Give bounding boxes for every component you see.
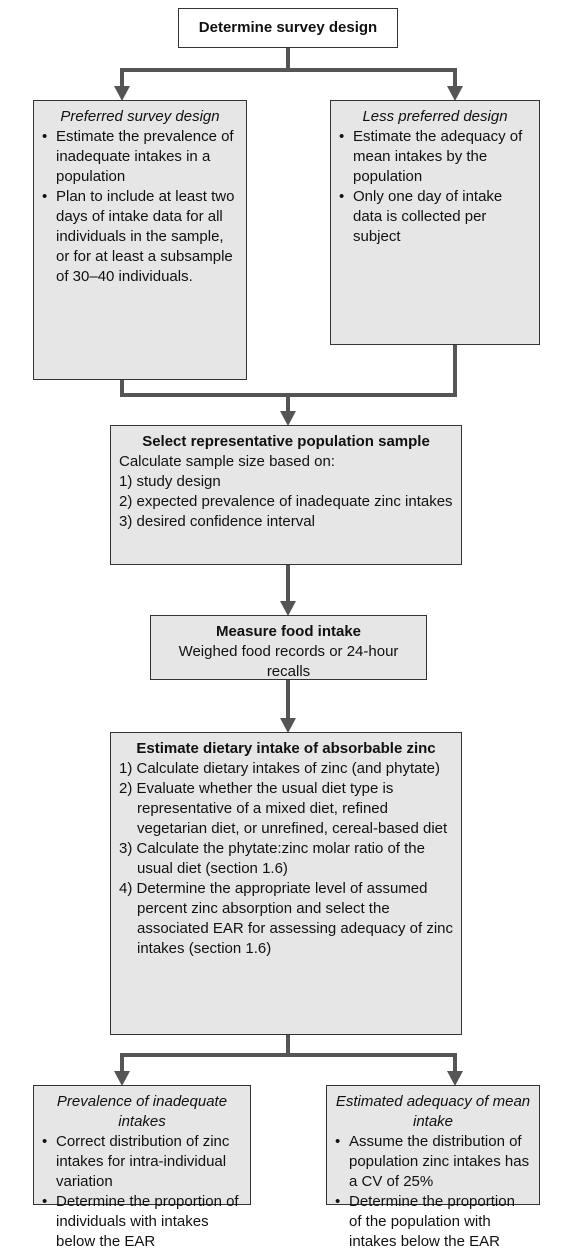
page: {"nodes": [ {"title": "Determine survey … <box>0 0 575 1213</box>
numbered-list: 1) study design 2) expected prevalence of… <box>119 472 453 532</box>
bullet-item: Plan to include at least two days of int… <box>42 187 238 287</box>
numbered-item: 3) Calculate the phytate:zinc molar rati… <box>119 840 425 877</box>
arrowhead <box>447 1071 463 1086</box>
arrowhead <box>114 86 130 101</box>
numbered-list: 1) Calculate dietary intakes of zinc (an… <box>119 759 453 959</box>
connectors <box>114 48 463 1086</box>
bullet-item: Estimate the adequacy of mean intakes by… <box>339 127 531 187</box>
numbered-item: 2) Evaluate whether the usual diet type … <box>119 780 448 837</box>
flow-box: Less preferred design Estimate the adequa… <box>330 100 540 345</box>
box-title: Less preferred design <box>362 108 508 125</box>
arrowhead <box>280 411 296 426</box>
arrowhead <box>280 718 296 733</box>
box-title: Estimated adequacy of mean intake <box>335 1093 531 1130</box>
bullet-list: Assume the distribution of population zi… <box>335 1132 531 1252</box>
bullet-item: Determine the proportion of individuals … <box>42 1192 242 1252</box>
bullet-item: Correct distribution of zinc intakes for… <box>42 1132 242 1192</box>
numbered-item: 4) Determine the appropriate level of as… <box>119 880 454 957</box>
flow-box: Prevalence of inadequate intakesCorrect … <box>33 1085 251 1250</box>
box-title: Select representative population sample <box>142 433 430 450</box>
numbered-item: 1) Calculate dietary intakes of zinc (an… <box>119 760 440 777</box>
bullet-list: Estimate the adequacy of mean intakes by… <box>339 127 531 247</box>
box-text: Weighed food records or 24-hour recalls <box>178 643 399 680</box>
flow-box: Measure food intake Weighed food records … <box>150 615 427 680</box>
box-title: Measure food intake <box>215 623 362 640</box>
box-text: Calculate sample size based on: <box>119 453 335 470</box>
box-title: Estimate dietary intake of absorbable zi… <box>136 740 436 757</box>
flow-box: Determine survey design <box>178 8 398 48</box>
box-title: Prevalence of inadequate intakes <box>56 1093 228 1130</box>
numbered-item: 2) expected prevalence of inadequate zin… <box>119 493 453 510</box>
arrowhead <box>114 1071 130 1086</box>
bullet-item: Determine the proportion of the populati… <box>335 1192 531 1252</box>
bullet-item: Estimate the prevalence of inadequate in… <box>42 127 238 187</box>
arrowheads <box>114 86 463 1086</box>
bullet-list: Correct distribution of zinc intakes for… <box>42 1132 242 1252</box>
box-title: Determine survey design <box>198 19 378 36</box>
flow-box: Preferred survey design Estimate the prev… <box>33 100 247 380</box>
bullet-list: Estimate the prevalence of inadequate in… <box>42 127 238 287</box>
flow-box: Estimate dietary intake of absorbable zi… <box>110 732 462 1035</box>
numbered-item: 1) study design <box>119 473 221 490</box>
numbered-item: 3) desired confidence interval <box>119 513 315 530</box>
bullet-item: Assume the distribution of population zi… <box>335 1132 531 1192</box>
flow-box: Estimated adequacy of mean intakeAssume … <box>326 1085 540 1250</box>
arrowhead <box>447 86 463 101</box>
bullet-item: Only one day of intake data is collected… <box>339 187 531 247</box>
flow-box: Select representative population sample C… <box>110 425 462 565</box>
box-title: Preferred survey design <box>60 108 220 125</box>
arrowhead <box>280 601 296 616</box>
